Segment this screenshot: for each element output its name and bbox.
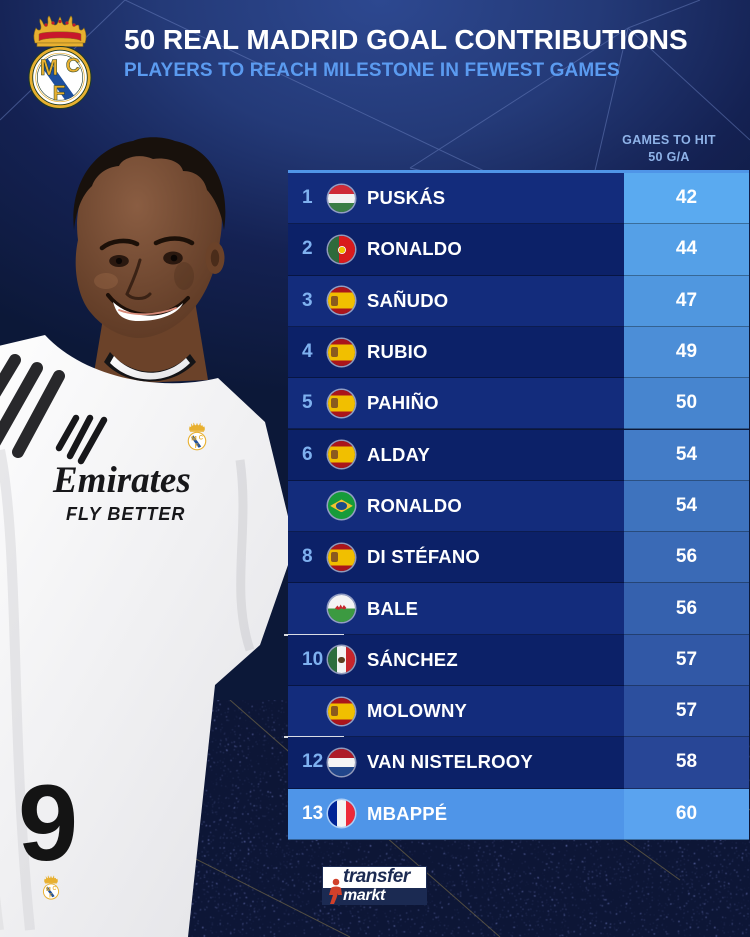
- svg-text:C: C: [53, 886, 57, 892]
- svg-text:Emirates: Emirates: [52, 460, 191, 501]
- svg-text:M: M: [40, 55, 58, 80]
- svg-text:M: M: [191, 435, 197, 442]
- svg-text:C: C: [199, 435, 204, 441]
- svg-text:F: F: [53, 82, 66, 105]
- svg-text:F: F: [195, 443, 199, 450]
- svg-text:M: M: [46, 887, 51, 893]
- svg-text:FLY BETTER: FLY BETTER: [66, 504, 185, 524]
- svg-text:9: 9: [18, 762, 78, 883]
- svg-text:C: C: [66, 55, 80, 77]
